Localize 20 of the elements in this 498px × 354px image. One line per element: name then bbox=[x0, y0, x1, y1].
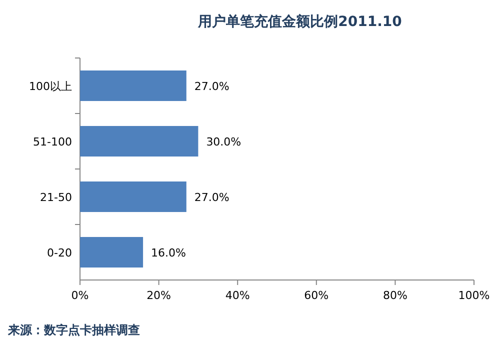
x-tick-label: 20% bbox=[146, 289, 172, 302]
bar bbox=[80, 181, 186, 212]
data-label: 30.0% bbox=[206, 135, 242, 148]
y-tick-label: 100以上 bbox=[29, 80, 72, 93]
x-tick-label: 100% bbox=[458, 289, 490, 302]
x-tick-label: 40% bbox=[225, 289, 250, 302]
data-label: 27.0% bbox=[194, 190, 230, 204]
x-tick-label: 80% bbox=[382, 289, 408, 302]
bar bbox=[80, 70, 186, 102]
x-tick-label: 0% bbox=[71, 289, 89, 302]
y-tick-label: 51-100 bbox=[33, 135, 72, 148]
chart-title: 用户单笔充值金额比例2011.10 bbox=[197, 13, 402, 30]
y-tick-label: 21-50 bbox=[40, 190, 72, 204]
data-label: 16.0% bbox=[151, 246, 186, 260]
bar bbox=[80, 236, 144, 268]
x-tick-label: 60% bbox=[304, 289, 329, 302]
y-tick-label: 0-20 bbox=[47, 246, 72, 260]
source-note: 来源：数字点卡抽样调查 bbox=[7, 323, 140, 337]
bar bbox=[80, 126, 198, 157]
data-label: 27.0% bbox=[194, 80, 230, 93]
